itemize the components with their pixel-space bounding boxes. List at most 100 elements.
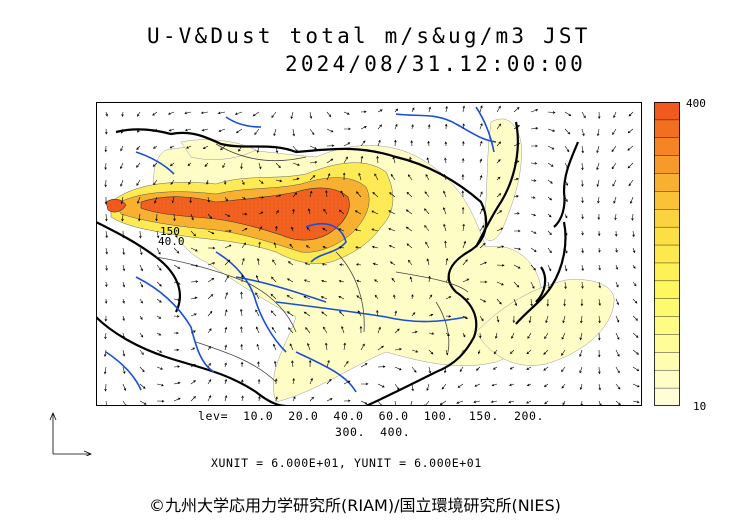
- wind-arrow: [241, 196, 246, 200]
- wind-arrow: [564, 264, 568, 272]
- wind-arrow: [473, 400, 481, 404]
- wind-arrow: [479, 158, 483, 164]
- wind-arrow: [462, 123, 465, 130]
- wind-arrow: [207, 395, 212, 402]
- wind-arrow: [526, 383, 532, 387]
- wind-arrow: [207, 230, 215, 235]
- wind-arrow: [374, 294, 379, 300]
- wind-arrow: [530, 264, 536, 271]
- wind-arrow: [443, 223, 447, 232]
- wind-arrow: [322, 227, 328, 232]
- wind-arrow: [579, 383, 583, 391]
- wind-arrow: [527, 332, 532, 339]
- wind-arrow: [309, 111, 313, 119]
- wind-arrow: [611, 145, 617, 153]
- wind-arrow: [371, 245, 379, 249]
- wind-arrow: [241, 395, 244, 402]
- wind-arrow: [426, 383, 430, 391]
- rivers: [105, 106, 497, 393]
- wind-arrow: [306, 226, 311, 232]
- wind-arrow: [612, 128, 617, 136]
- wind-arrow: [424, 208, 430, 215]
- wind-arrow: [190, 264, 199, 268]
- wind-arrow: [224, 344, 228, 351]
- wind-arrow: [207, 379, 212, 385]
- wind-arrow: [122, 349, 126, 357]
- wind-arrow: [443, 173, 447, 181]
- wind-arrow: [289, 243, 294, 249]
- wind-arrow: [321, 263, 328, 266]
- wind-arrow: [411, 312, 416, 317]
- colorbar: [654, 102, 680, 406]
- wind-arrow: [275, 162, 281, 169]
- wind-arrow: [428, 313, 434, 317]
- wind-arrow: [377, 326, 381, 334]
- wind-arrow: [530, 298, 533, 307]
- wind-arrow: [580, 315, 583, 324]
- wind-arrow: [173, 264, 181, 269]
- axis-orientation-icon: [49, 411, 93, 456]
- wind-arrow: [224, 395, 228, 402]
- wind-arrow: [240, 379, 244, 385]
- wind-arrow: [509, 383, 515, 387]
- wind-arrow: [207, 246, 216, 250]
- wind-arrow: [405, 209, 413, 215]
- wind-arrow: [273, 128, 277, 137]
- wind-arrow: [443, 366, 447, 374]
- wind-arrow: [371, 210, 379, 215]
- wind-arrow: [530, 247, 537, 252]
- wind-arrow: [598, 366, 601, 375]
- colorbar-swatch: [654, 119, 680, 139]
- wind-arrow: [445, 349, 449, 356]
- wind-arrow: [597, 332, 601, 341]
- wind-arrow: [530, 162, 538, 165]
- wind-arrow: [190, 330, 196, 334]
- wind-arrow: [155, 213, 158, 222]
- wind-arrow: [530, 230, 537, 234]
- wind-arrow: [326, 158, 334, 164]
- wind-arrow: [271, 326, 277, 334]
- title-line-1: U-V&Dust total m/s&ug/m3 JST: [147, 24, 591, 48]
- wind-arrow: [547, 162, 554, 167]
- wind-arrow: [628, 111, 634, 117]
- wind-arrow: [122, 247, 126, 256]
- wind-arrow: [494, 332, 498, 339]
- wind-arrow: [292, 145, 298, 152]
- wind-arrow: [156, 399, 165, 403]
- wind-arrow: [255, 292, 260, 300]
- wind-arrow: [173, 381, 181, 385]
- wind-arrow: [320, 296, 328, 300]
- wind-arrow: [275, 225, 278, 232]
- wind-arrow: [632, 230, 635, 238]
- wind-arrow: [122, 281, 126, 288]
- wind-arrow: [305, 245, 311, 249]
- wind-arrow: [627, 162, 634, 169]
- wind-arrow: [240, 274, 244, 283]
- wind-arrow: [462, 297, 470, 301]
- wind-arrow: [258, 195, 265, 199]
- wind-arrow: [581, 162, 584, 171]
- wind-arrow: [388, 227, 396, 232]
- wind-arrow: [139, 332, 144, 338]
- wind-arrow: [394, 366, 402, 371]
- wind-arrow: [326, 359, 330, 368]
- wind-arrow: [224, 291, 228, 300]
- wind-arrow: [326, 144, 335, 148]
- wind-arrow: [388, 245, 396, 249]
- wind-arrow: [411, 366, 417, 373]
- wind-arrow: [360, 140, 366, 147]
- wind-arrow: [493, 349, 498, 355]
- wind-arrow: [615, 264, 619, 270]
- wind-arrow: [354, 210, 362, 215]
- wind-arrow: [598, 383, 602, 391]
- wind-arrow: [372, 262, 379, 266]
- wind-arrow: [309, 190, 313, 198]
- wind-arrow: [474, 383, 481, 387]
- wind-arrow: [286, 311, 294, 317]
- wind-arrow: [479, 315, 484, 322]
- wind-arrow: [258, 241, 261, 249]
- wind-arrow: [173, 331, 179, 335]
- wind-arrow: [479, 123, 483, 130]
- wind-arrow: [105, 230, 108, 239]
- wind-arrow: [581, 111, 586, 119]
